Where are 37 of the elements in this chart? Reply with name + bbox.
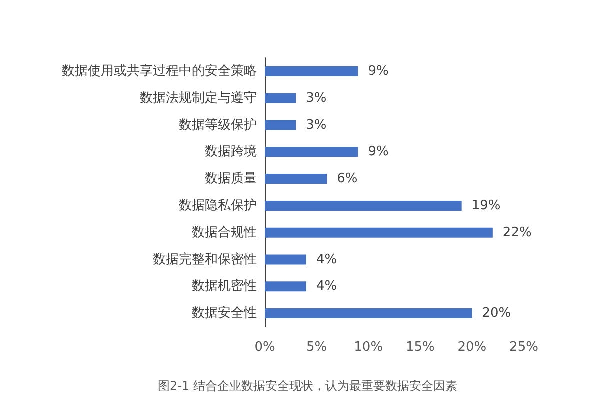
y-tick-label: 数据使用或共享过程中的安全策略 (62, 62, 257, 79)
x-tick-label: 5% (306, 340, 328, 355)
y-tick-label: 数据跨境 (205, 144, 257, 160)
data-label: 3% (306, 118, 327, 133)
y-tick-label: 数据法规制定与遵守 (140, 90, 257, 106)
bar (265, 308, 472, 319)
x-tick-label: 15% (406, 340, 435, 355)
x-tick-label: 25% (510, 340, 538, 355)
y-tick-label: 数据机密性 (192, 279, 257, 294)
data-label: 3% (306, 90, 327, 106)
y-tick-label: 数据等级保护 (179, 118, 257, 133)
bar (265, 282, 306, 292)
data-label: 22% (502, 225, 532, 240)
bar (265, 174, 328, 184)
bar (265, 200, 462, 211)
bar (265, 254, 306, 265)
caption: 图2-1 结合企业数据安全现状，认为最重要数据安全因素 (158, 379, 458, 393)
bar (265, 120, 296, 130)
data-label: 9% (368, 64, 389, 79)
data-label: 20% (482, 306, 512, 322)
data-label: 19% (472, 198, 501, 214)
x-tick-label: 10% (354, 340, 384, 355)
x-tick-label: 0% (254, 340, 276, 355)
y-tick-label: 数据质量 (205, 172, 257, 187)
bar (265, 228, 493, 238)
data-label: 9% (368, 144, 389, 160)
data-label: 4% (316, 252, 338, 268)
x-tick-label: 20% (458, 340, 487, 355)
data-label: 4% (316, 279, 338, 294)
y-tick-label: 数据合规性 (192, 225, 257, 240)
bar (265, 147, 358, 158)
data-label: 6% (337, 172, 358, 187)
y-tick-label: 数据完整和保密性 (153, 251, 257, 268)
y-tick-label: 数据隐私保护 (179, 198, 257, 214)
y-tick-label: 数据安全性 (192, 305, 257, 322)
bar (265, 66, 358, 76)
bar (265, 93, 296, 104)
